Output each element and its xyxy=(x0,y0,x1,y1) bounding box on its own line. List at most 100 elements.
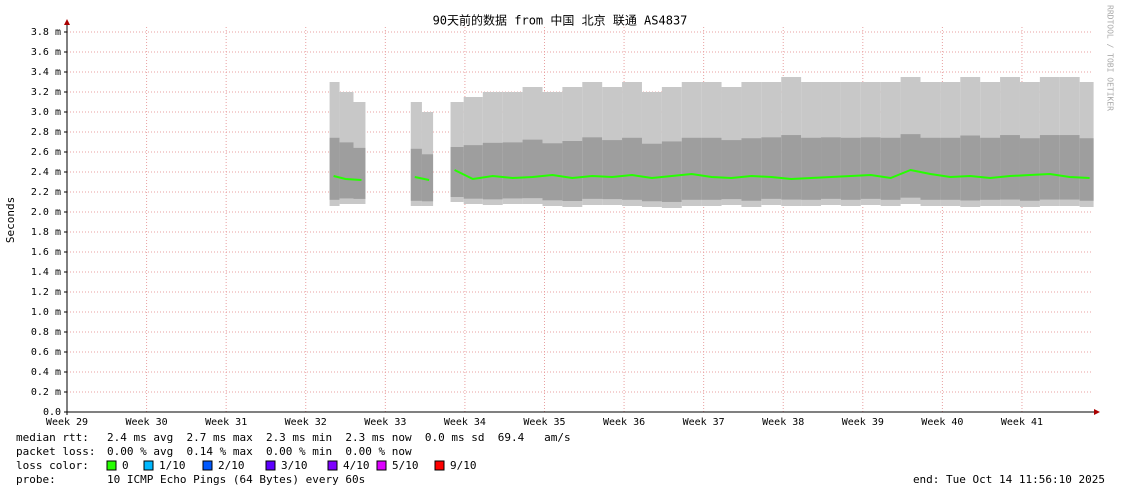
axis-arrow xyxy=(64,19,70,25)
smoke-core xyxy=(1039,135,1060,200)
loss-swatch xyxy=(376,460,387,471)
smoke-core xyxy=(821,137,841,199)
footer-text: 10 ICMP Echo Pings (64 Bytes) every 60s xyxy=(107,473,365,486)
smoke-core xyxy=(681,137,702,200)
smoke-core xyxy=(463,145,483,199)
x-tick-label: Week 33 xyxy=(364,417,406,428)
footer-label: median rtt: xyxy=(16,431,89,444)
smoke-core xyxy=(840,137,861,200)
smoke-core xyxy=(860,137,881,199)
footer-label: probe: xyxy=(16,473,56,486)
smoke-core xyxy=(761,137,782,199)
y-tick-label: 0.0 xyxy=(43,407,61,418)
smoke-core xyxy=(339,142,354,199)
x-tick-label: Week 35 xyxy=(523,417,565,428)
x-tick-label: Week 37 xyxy=(683,417,725,428)
smoke-core xyxy=(960,135,981,201)
smoke-core xyxy=(880,137,901,200)
y-tick-label: 2.6 m xyxy=(31,147,61,158)
smoke-core xyxy=(641,143,662,202)
loss-swatch xyxy=(327,460,338,471)
smoke-core xyxy=(661,141,682,202)
smoke-core xyxy=(602,140,623,200)
footer-text: 2.4 ms avg 2.7 ms max 2.3 ms min 2.3 ms … xyxy=(107,431,571,444)
loss-label: 1/10 xyxy=(159,459,186,472)
y-tick-label: 0.4 m xyxy=(31,367,61,378)
y-tick-label: 1.8 m xyxy=(31,227,61,238)
smoke-core xyxy=(329,137,340,200)
y-tick-label: 0.6 m xyxy=(31,347,61,358)
loss-label: 5/10 xyxy=(392,459,419,472)
y-tick-label: 1.4 m xyxy=(31,267,61,278)
loss-swatch xyxy=(143,460,154,471)
smoke-core xyxy=(622,137,642,200)
median-line xyxy=(333,168,1090,181)
smoke-core xyxy=(542,143,563,201)
smoke-core xyxy=(741,138,762,201)
loss-label: 4/10 xyxy=(343,459,370,472)
x-tick-label: Week 29 xyxy=(46,417,88,428)
x-tick-label: Week 36 xyxy=(603,417,645,428)
smoke-core xyxy=(1000,135,1020,200)
y-tick-label: 2.2 m xyxy=(31,187,61,198)
chart-title: 90天前的数据 from 中国 北京 联通 AS4837 xyxy=(433,13,688,28)
x-tick-label: Week 31 xyxy=(205,417,247,428)
smoke-core xyxy=(980,137,1001,200)
axis-arrow xyxy=(1094,409,1100,415)
y-tick-label: 0.8 m xyxy=(31,327,61,338)
x-tick-label: Week 41 xyxy=(1001,417,1043,428)
y-axis-label: Seconds xyxy=(4,197,17,243)
loss-label: 9/10 xyxy=(450,459,477,472)
y-tick-label: 2.4 m xyxy=(31,167,61,178)
loss-label: 0 xyxy=(122,459,129,472)
x-tick-label: Week 30 xyxy=(126,417,168,428)
footer-label: loss color: xyxy=(16,459,89,472)
loss-label: 3/10 xyxy=(281,459,308,472)
smoke-core xyxy=(410,148,422,201)
y-tick-label: 1.6 m xyxy=(31,247,61,258)
y-tick-label: 2.8 m xyxy=(31,127,61,138)
x-tick-label: Week 39 xyxy=(842,417,884,428)
smoke-core xyxy=(701,137,722,200)
x-tick-label: Week 38 xyxy=(762,417,804,428)
smoke-core xyxy=(1059,135,1080,200)
smoke-core xyxy=(721,140,742,200)
footer-text: 0.00 % avg 0.14 % max 0.00 % min 0.00 % … xyxy=(107,445,412,458)
y-tick-label: 3.4 m xyxy=(31,67,61,78)
smoke-core xyxy=(801,137,822,200)
loss-swatch xyxy=(106,460,117,471)
x-tick-label: Week 40 xyxy=(921,417,963,428)
y-tick-label: 3.0 m xyxy=(31,107,61,118)
loss-swatch xyxy=(434,460,445,471)
y-tick-label: 0.2 m xyxy=(31,387,61,398)
smoke-core xyxy=(582,137,603,199)
smoke-core xyxy=(940,137,961,200)
y-tick-label: 1.2 m xyxy=(31,287,61,298)
smoke-core xyxy=(562,141,583,201)
smoke-core xyxy=(522,139,543,199)
smoke-core xyxy=(353,147,366,199)
smoke-core xyxy=(1079,138,1094,201)
loss-swatch xyxy=(265,460,276,471)
y-tick-label: 3.6 m xyxy=(31,47,61,58)
smoke-core xyxy=(482,142,503,200)
smoke-core xyxy=(900,134,921,198)
y-tick-label: 3.2 m xyxy=(31,87,61,98)
y-tick-label: 2.0 m xyxy=(31,207,61,218)
smoke-core xyxy=(920,137,941,200)
footer-text: end: Tue Oct 14 11:56:10 2025 xyxy=(913,473,1105,486)
credit: RRDTOOL / TOBI OETIKER xyxy=(1106,5,1115,111)
y-tick-label: 1.0 m xyxy=(31,307,61,318)
y-tick-label: 3.8 m xyxy=(31,27,61,38)
x-tick-label: Week 32 xyxy=(285,417,327,428)
footer-label: packet loss: xyxy=(16,445,95,458)
loss-label: 2/10 xyxy=(218,459,245,472)
smoke-core xyxy=(502,142,523,199)
x-tick-label: Week 34 xyxy=(444,417,486,428)
smoke-core xyxy=(781,135,802,200)
smoke-core xyxy=(1019,138,1040,201)
loss-swatch xyxy=(202,460,213,471)
smoke-core xyxy=(421,154,434,202)
